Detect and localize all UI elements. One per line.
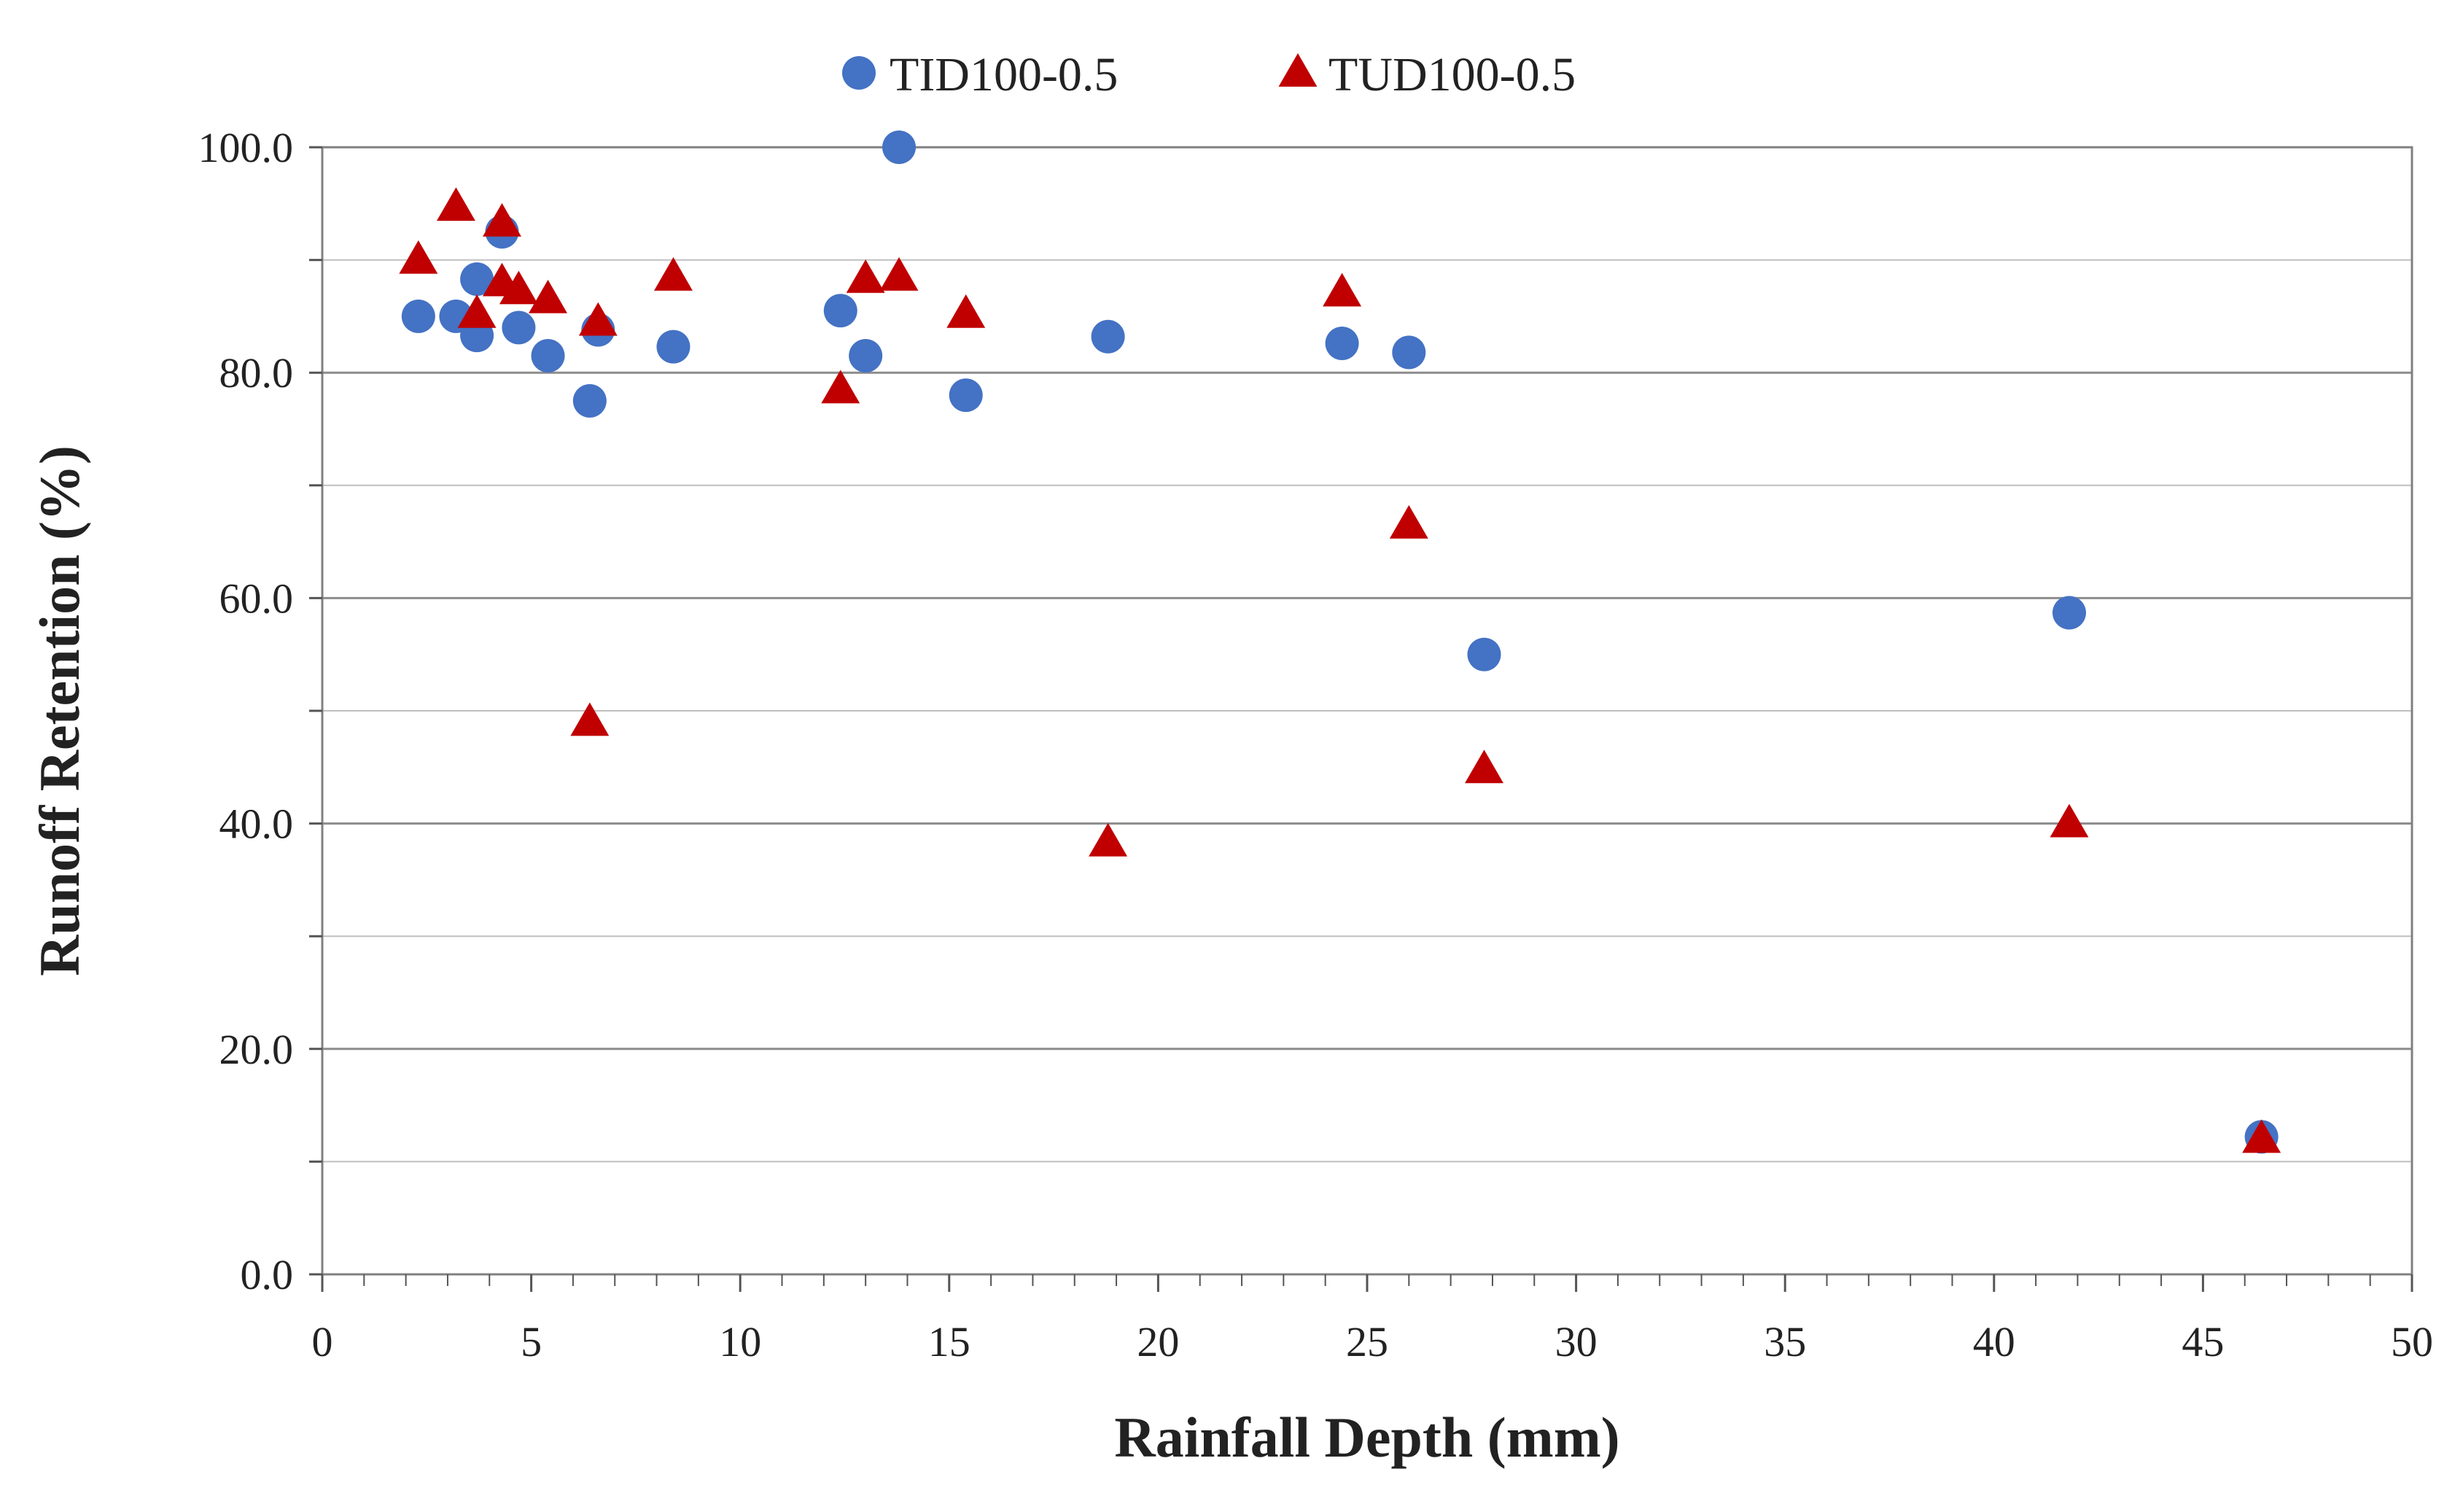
legend-label: TUD100-0.5 [1328, 48, 1576, 101]
legend: TID100-0.5 TUD100-0.5 [842, 48, 1576, 101]
data-point-triangle [499, 270, 538, 305]
data-point-circle [849, 339, 883, 373]
x-tick-label: 35 [1764, 1318, 1806, 1365]
data-point-triangle [436, 187, 475, 221]
data-point-triangle [483, 203, 521, 237]
data-point-triangle [399, 240, 438, 274]
x-tick-label: 20 [1137, 1318, 1179, 1365]
y-tick-label: 60.0 [219, 574, 294, 622]
x-tick-label: 50 [2391, 1318, 2433, 1365]
data-point-circle [1091, 319, 1125, 354]
data-point-triangle [821, 370, 860, 404]
data-point-triangle [846, 259, 885, 293]
x-tick-label: 30 [1555, 1318, 1598, 1365]
data-point-triangle [2242, 1119, 2281, 1153]
data-point-triangle [654, 257, 693, 291]
data-point-triangle [457, 294, 497, 328]
data-point-circle [401, 299, 435, 333]
data-point-triangle [946, 294, 986, 328]
data-point-circle [2052, 596, 2086, 630]
x-tick-label: 0 [312, 1318, 333, 1365]
data-point-circle [1325, 327, 1359, 361]
data-point-triangle [578, 302, 618, 336]
x-tick-label: 5 [521, 1318, 542, 1365]
data-point-circle [502, 311, 536, 345]
y-axis-title: Runoff Retention (%) [28, 445, 91, 976]
x-tick-label: 45 [2182, 1318, 2224, 1365]
data-point-triangle [1323, 273, 1362, 307]
data-point-triangle [1465, 749, 1503, 784]
gridlines [322, 259, 2412, 1163]
data-point-circle [823, 294, 857, 328]
x-tick-label: 25 [1346, 1318, 1388, 1365]
data-point-triangle [529, 279, 567, 313]
axes: 0.0 20.0 40.0 60.0 80.0 100.0 0 5 10 15 20 25 30 35 40… [198, 124, 2434, 1365]
data-point-circle [656, 330, 690, 364]
data-point-circle [460, 262, 494, 296]
series-1 [401, 130, 2279, 1154]
y-tick-label: 0.0 [241, 1251, 294, 1298]
data-point-triangle [1089, 822, 1128, 857]
x-tick-label: 15 [928, 1318, 970, 1365]
data-point-circle [949, 378, 983, 413]
legend-label: TID100-0.5 [890, 48, 1118, 101]
data-point-circle [1467, 637, 1501, 671]
legend-marker-circle [842, 56, 876, 90]
x-tick-label: 40 [1973, 1318, 2015, 1365]
data-point-circle [572, 383, 607, 418]
y-tick-label: 80.0 [219, 349, 294, 397]
data-point-triangle [879, 257, 919, 291]
y-tick-label: 40.0 [219, 800, 294, 848]
x-axis-title: Rainfall Depth (mm) [1114, 1406, 1619, 1469]
y-tick-label: 20.0 [219, 1026, 294, 1073]
y-tick-label: 100.0 [198, 124, 294, 171]
data-point-circle [882, 130, 917, 164]
data-point-triangle [1389, 504, 1428, 539]
data-point-triangle [2050, 803, 2089, 838]
data-point-triangle [570, 702, 610, 736]
data-points [399, 130, 2281, 1154]
data-point-circle [1392, 335, 1426, 370]
data-point-circle [531, 339, 565, 373]
series-2 [399, 187, 2281, 1153]
x-tick-label: 10 [719, 1318, 761, 1365]
legend-marker-triangle [1278, 53, 1318, 87]
